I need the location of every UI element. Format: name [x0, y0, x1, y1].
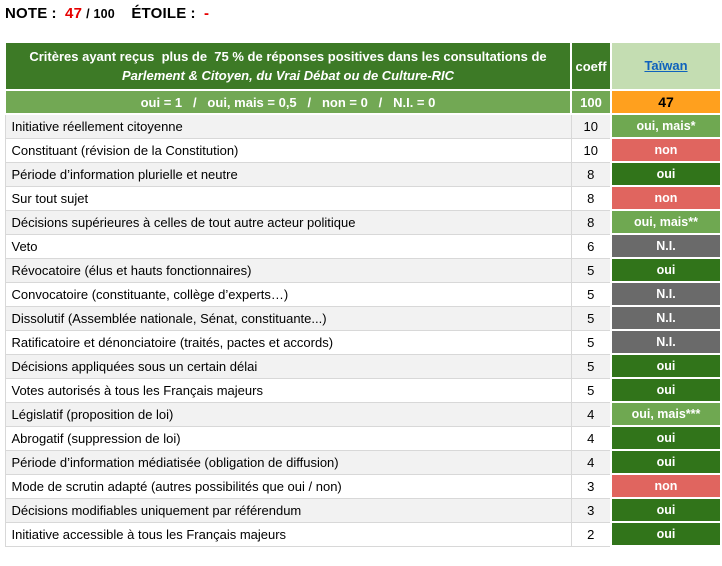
table-row: Décisions supérieures à celles de tout a… — [4, 209, 722, 235]
legend-cell: oui = 1 / oui, mais = 0,5 / non = 0 / N.… — [4, 89, 572, 115]
note-value: 47 — [65, 5, 83, 22]
coeff-cell: 6 — [570, 233, 612, 259]
score-row: oui = 1 / oui, mais = 0,5 / non = 0 / N.… — [4, 89, 722, 115]
note-denominator: / 100 — [86, 7, 115, 21]
table-row: Abrogatif (suppression de loi) 4 oui — [4, 425, 722, 451]
note-bar: NOTE: 47/ 100 ÉTOILE: - — [0, 0, 722, 22]
coeff-cell: 8 — [570, 161, 612, 187]
coeff-cell: 3 — [570, 473, 612, 499]
status-cell: non — [610, 185, 722, 211]
etoile-label: ÉTOILE — [131, 5, 187, 22]
table-header-row: Critères ayant reçus plus de 75 % de rép… — [4, 41, 722, 91]
status-cell: non — [610, 137, 722, 163]
table-row: Révocatoire (élus et hauts fonctionnaire… — [4, 257, 722, 283]
etoile-colon: : — [190, 5, 196, 22]
status-cell: oui, mais* — [610, 113, 722, 139]
table-row: Initiative accessible à tous les Françai… — [4, 521, 722, 547]
table-row: Législatif (proposition de loi) 4 oui, m… — [4, 401, 722, 427]
coeff-cell: 5 — [570, 329, 612, 355]
criteria-cell: Votes autorisés à tous les Français maje… — [4, 377, 572, 403]
criteria-cell: Décisions modifiables uniquement par réf… — [4, 497, 572, 523]
status-cell: oui — [610, 449, 722, 475]
coeff-cell: 4 — [570, 401, 612, 427]
coeff-cell: 5 — [570, 353, 612, 379]
status-cell: N.I. — [610, 329, 722, 355]
criteria-cell: Décisions supérieures à celles de tout a… — [4, 209, 572, 235]
coeff-cell: 5 — [570, 377, 612, 403]
criteria-cell: Constituant (révision de la Constitution… — [4, 137, 572, 163]
table-row: Dissolutif (Assemblée nationale, Sénat, … — [4, 305, 722, 331]
criteria-cell: Initiative accessible à tous les Françai… — [4, 521, 572, 547]
criteria-table: Critères ayant reçus plus de 75 % de rép… — [4, 41, 722, 547]
etoile-value: - — [204, 5, 210, 22]
status-cell: oui — [610, 497, 722, 523]
status-cell: oui — [610, 425, 722, 451]
status-cell: oui — [610, 161, 722, 187]
table-row: Ratificatoire et dénonciatoire (traités,… — [4, 329, 722, 355]
coeff-cell: 2 — [570, 521, 612, 547]
criteria-cell: Ratificatoire et dénonciatoire (traités,… — [4, 329, 572, 355]
criteria-cell: Période d’information plurielle et neutr… — [4, 161, 572, 187]
table-row: Mode de scrutin adapté (autres possibili… — [4, 473, 722, 499]
country-header-cell: Taïwan — [610, 41, 722, 91]
coeff-header-cell: coeff — [570, 41, 612, 91]
status-cell: oui — [610, 377, 722, 403]
table-row: Initiative réellement citoyenne 10 oui, … — [4, 113, 722, 139]
table-row: Convocatoire (constituante, collège d’ex… — [4, 281, 722, 307]
coeff-cell: 8 — [570, 209, 612, 235]
criteria-cell: Période d’information médiatisée (obliga… — [4, 449, 572, 475]
coeff-cell: 5 — [570, 281, 612, 307]
criteria-cell: Initiative réellement citoyenne — [4, 113, 572, 139]
criteria-header-line1: Critères ayant reçus plus de 75 % de rép… — [29, 49, 547, 64]
table-row: Décisions modifiables uniquement par réf… — [4, 497, 722, 523]
criteria-cell: Sur tout sujet — [4, 185, 572, 211]
criteria-cell: Révocatoire (élus et hauts fonctionnaire… — [4, 257, 572, 283]
criteria-cell: Décisions appliquées sous un certain dél… — [4, 353, 572, 379]
status-cell: oui, mais** — [610, 209, 722, 235]
table-row: Constituant (révision de la Constitution… — [4, 137, 722, 163]
table-row: Période d’information médiatisée (obliga… — [4, 449, 722, 475]
status-cell: N.I. — [610, 305, 722, 331]
total-coeff-cell: 100 — [570, 89, 612, 115]
note-label: NOTE — [5, 5, 48, 22]
coeff-cell: 5 — [570, 305, 612, 331]
table-row: Période d’information plurielle et neutr… — [4, 161, 722, 187]
status-cell: oui — [610, 353, 722, 379]
criteria-header-line2: Parlement & Citoyen, du Vrai Débat ou de… — [121, 68, 455, 83]
status-cell: non — [610, 473, 722, 499]
status-cell: oui — [610, 257, 722, 283]
criteria-cell: Veto — [4, 233, 572, 259]
criteria-cell: Dissolutif (Assemblée nationale, Sénat, … — [4, 305, 572, 331]
status-cell: oui — [610, 521, 722, 547]
status-cell: oui, mais*** — [610, 401, 722, 427]
coeff-cell: 10 — [570, 137, 612, 163]
criteria-cell: Mode de scrutin adapté (autres possibili… — [4, 473, 572, 499]
coeff-cell: 8 — [570, 185, 612, 211]
coeff-cell: 3 — [570, 497, 612, 523]
coeff-cell: 4 — [570, 449, 612, 475]
criteria-header-cell: Critères ayant reçus plus de 75 % de rép… — [4, 41, 572, 91]
country-link[interactable]: Taïwan — [644, 58, 688, 73]
table-row: Décisions appliquées sous un certain dél… — [4, 353, 722, 379]
note-colon: : — [51, 5, 57, 22]
status-cell: N.I. — [610, 281, 722, 307]
status-cell: N.I. — [610, 233, 722, 259]
table-row: Veto 6 N.I. — [4, 233, 722, 259]
score-cell: 47 — [610, 89, 722, 115]
table-row: Votes autorisés à tous les Français maje… — [4, 377, 722, 403]
criteria-cell: Convocatoire (constituante, collège d’ex… — [4, 281, 572, 307]
criteria-cell: Législatif (proposition de loi) — [4, 401, 572, 427]
coeff-cell: 10 — [570, 113, 612, 139]
coeff-cell: 5 — [570, 257, 612, 283]
criteria-cell: Abrogatif (suppression de loi) — [4, 425, 572, 451]
table-row: Sur tout sujet 8 non — [4, 185, 722, 211]
coeff-cell: 4 — [570, 425, 612, 451]
